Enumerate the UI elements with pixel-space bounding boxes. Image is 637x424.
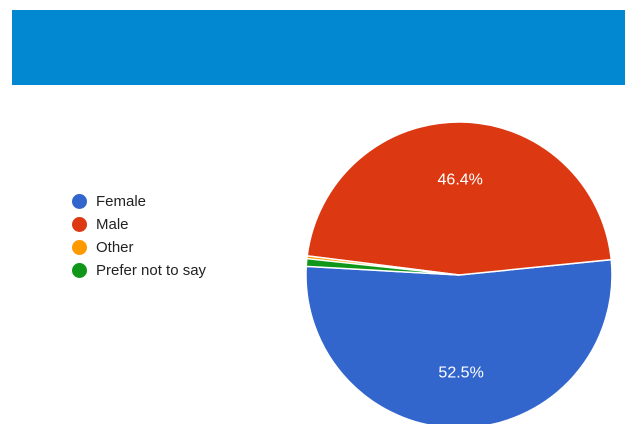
- pie-slice-labels: 52.5% 46.4%: [438, 172, 484, 382]
- pie-slice-prefer-not-to-say[interactable]: [305, 257, 460, 276]
- legend-item-other[interactable]: Other: [72, 236, 292, 258]
- legend-label-prefer-not-to-say: Prefer not to say: [96, 261, 207, 279]
- pie-slice-female[interactable]: [305, 258, 613, 424]
- legend-swatch-female: [72, 193, 87, 209]
- chart-legend: Female Male Other Prefer not to say: [72, 190, 292, 282]
- pie-slices: [305, 121, 613, 424]
- legend-label-female: Female: [96, 192, 147, 210]
- legend-label-other: Other: [96, 238, 134, 256]
- legend-item-female[interactable]: Female: [72, 190, 292, 212]
- pie-slice-male[interactable]: [306, 121, 613, 276]
- legend-item-male[interactable]: Male: [72, 213, 292, 235]
- legend-swatch-prefer-not-to-say: [72, 262, 87, 278]
- header-banner: [12, 10, 625, 85]
- legend-swatch-male: [72, 216, 87, 232]
- legend-swatch-other: [72, 239, 87, 255]
- legend-item-prefer-not-to-say[interactable]: Prefer not to say: [72, 259, 292, 281]
- slice-label-male: 46.4%: [438, 172, 483, 189]
- legend-label-male: Male: [96, 215, 129, 233]
- slice-label-female: 52.5%: [438, 364, 483, 381]
